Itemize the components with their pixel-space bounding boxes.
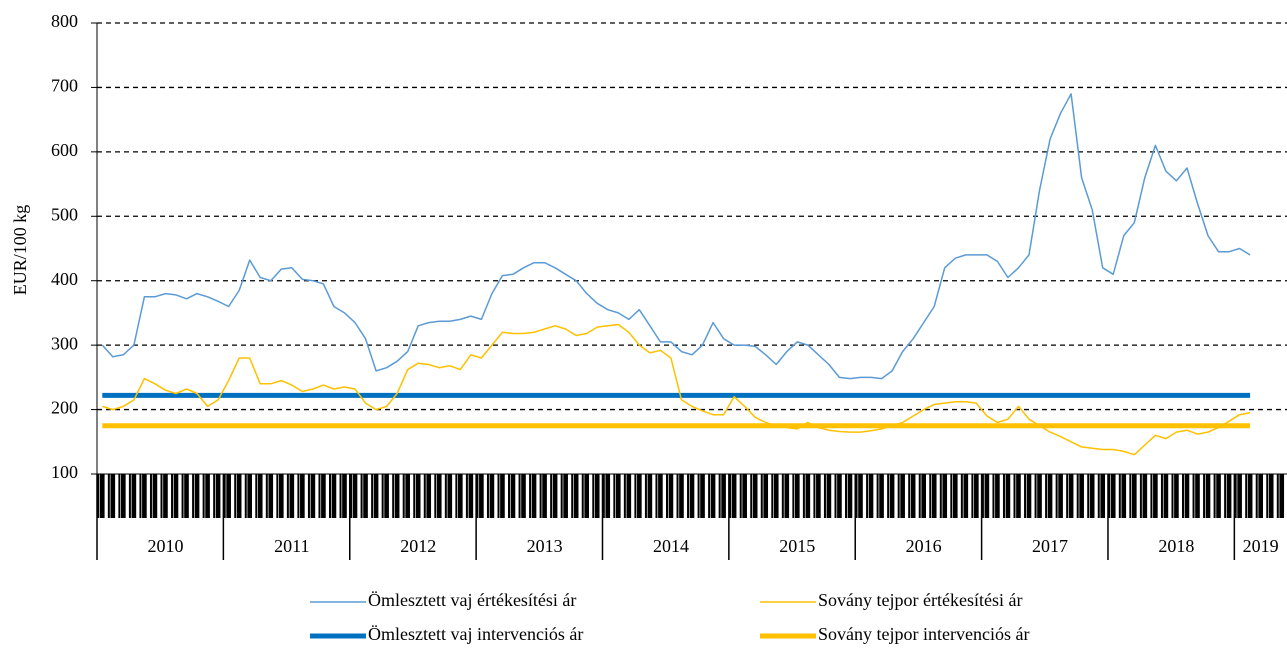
legend-label: Ömlesztett vaj értékesítési ár: [368, 590, 576, 610]
series-line: [102, 323, 1251, 456]
legend-label: Sovány tejpor intervenciós ár: [818, 624, 1029, 644]
y-tick-label: 200: [51, 398, 78, 418]
y-tick-label: 700: [51, 76, 78, 96]
x-tick-label: 2016: [906, 536, 942, 556]
x-tick-label: 2011: [274, 536, 309, 556]
series-line: [101, 93, 1251, 380]
x-tick-label: 2019: [1243, 536, 1279, 556]
x-tick-label: 2014: [653, 536, 689, 556]
x-tick-label: 2018: [1158, 536, 1194, 556]
x-tick-label: 2012: [400, 536, 436, 556]
y-tick-label: 300: [51, 333, 78, 353]
y-axis-label: EUR/100 kg: [10, 205, 30, 296]
y-tick-label: 400: [51, 269, 78, 289]
y-tick-label: 600: [51, 140, 78, 160]
x-tick-label: 2015: [779, 536, 815, 556]
y-tick-label: 500: [51, 204, 78, 224]
x-tick-label: 2017: [1032, 536, 1068, 556]
legend-label: Ömlesztett vaj intervenciós ár: [368, 624, 583, 644]
x-tick-label: 2013: [527, 536, 563, 556]
x-tick-label: 2010: [147, 536, 183, 556]
y-tick-label: 800: [51, 11, 78, 31]
y-tick-label: 100: [51, 462, 78, 482]
legend-label: Sovány tejpor értékesítési ár: [818, 590, 1022, 610]
